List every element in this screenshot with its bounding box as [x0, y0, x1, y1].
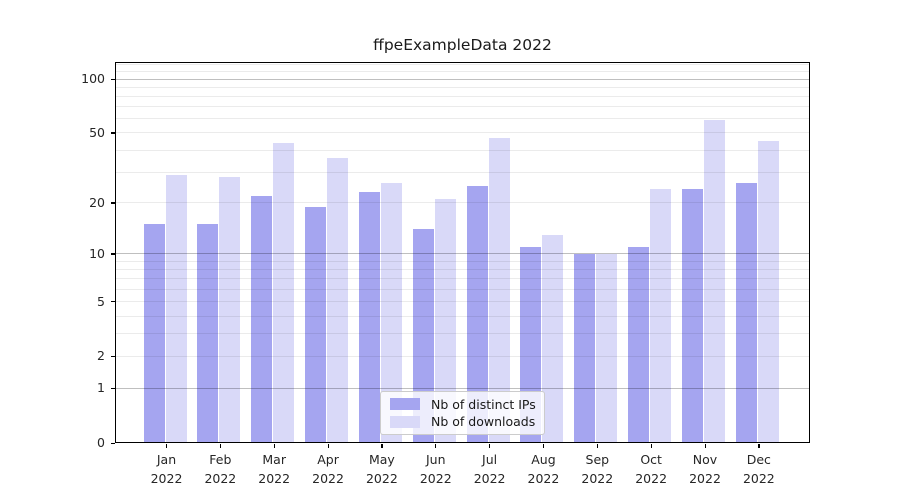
gridline-y-4 [115, 315, 810, 317]
bar-downloads-jul [488, 137, 510, 443]
bar-distinct-ips-nov [682, 189, 703, 443]
bar-distinct-ips-jul [466, 186, 488, 443]
bar-distinct-ips-may [358, 192, 380, 443]
gridline-y-120 [115, 64, 810, 66]
legend: Nb of distinct IPs Nb of downloads [380, 391, 545, 435]
bar-distinct-ips-apr [305, 206, 327, 443]
x-tick-label-sep: Sep 2022 [581, 452, 614, 486]
legend-swatch-downloads [390, 415, 420, 428]
gridline-y-70 [115, 106, 810, 108]
legend-label-distinct-ips: Nb of distinct IPs [431, 396, 536, 412]
gridline-y-1 [115, 387, 810, 389]
y-tick-label-5: 5 [97, 293, 105, 309]
bar-distinct-ips-jan [143, 224, 165, 443]
x-tick-label-feb: Feb 2022 [204, 452, 237, 486]
chart-title: ffpeExampleData 2022 [373, 36, 552, 54]
gridline-y-50 [115, 132, 810, 134]
bar-downloads-sep [596, 253, 618, 443]
gridline-y-90 [115, 86, 810, 88]
gridline-y-20 [115, 202, 810, 204]
x-tick-mark-jul [489, 444, 491, 448]
bar-downloads-jan [165, 174, 187, 443]
gridline-y-5 [115, 301, 810, 303]
gridline-y-3 [115, 333, 810, 335]
bar-distinct-ips-mar [251, 195, 273, 443]
x-tick-label-jul: Jul 2022 [473, 452, 506, 486]
gridline-y-10 [115, 253, 810, 255]
y-tick-label-0: 0 [97, 435, 105, 450]
bar-downloads-may [380, 183, 402, 443]
bar-distinct-ips-feb [197, 224, 219, 443]
x-tick-label-oct: Oct 2022 [635, 452, 668, 486]
x-tick-mark-apr [327, 444, 329, 448]
x-tick-mark-mar [273, 444, 275, 448]
x-tick-mark-dec [758, 444, 760, 448]
gridline-y-7 [115, 278, 810, 280]
bar-distinct-ips-jun [412, 229, 434, 443]
gridline-y-2 [115, 355, 810, 357]
bar-downloads-oct [650, 189, 672, 443]
y-tick-label-10: 10 [89, 245, 105, 261]
bar-distinct-ips-sep [574, 253, 596, 443]
bar-downloads-jun [434, 199, 456, 443]
x-tick-label-nov: Nov 2022 [689, 452, 721, 486]
x-tick-mark-feb [219, 444, 222, 448]
x-tick-mark-nov [704, 444, 706, 448]
gridline-y-100 [115, 78, 810, 80]
bar-downloads-aug [542, 234, 564, 443]
x-tick-label-apr: Apr 2022 [312, 452, 344, 486]
x-tick-label-jun: Jun 2022 [419, 452, 452, 486]
y-tick-label-100: 100 [81, 71, 105, 86]
bar-distinct-ips-dec [735, 183, 757, 443]
bar-downloads-feb [219, 177, 241, 443]
x-tick-label-mar: Mar 2022 [258, 452, 291, 486]
gridline-y-30 [115, 171, 810, 173]
legend-item-downloads: Nb of downloads [390, 414, 535, 429]
bar-downloads-apr [327, 158, 349, 443]
x-tick-mark-may [381, 444, 383, 448]
bar-distinct-ips-oct [628, 247, 650, 443]
gridline-y-80 [115, 95, 810, 97]
gridlines-layer [115, 62, 810, 443]
gridline-y-6 [115, 289, 810, 291]
legend-label-downloads: Nb of downloads [431, 414, 536, 430]
x-tick-label-may: May 2022 [365, 452, 398, 486]
y-tick-label-50: 50 [89, 124, 105, 140]
x-tick-mark-sep [596, 444, 598, 448]
gridline-y-110 [115, 71, 810, 73]
x-tick-mark-aug [542, 444, 545, 448]
plot-area [115, 62, 810, 443]
x-tick-mark-jan [166, 444, 168, 448]
bar-downloads-mar [273, 142, 295, 443]
bar-downloads-nov [704, 120, 725, 443]
x-tick-mark-oct [650, 444, 652, 448]
x-tick-label-aug: Aug 2022 [527, 452, 560, 486]
y-tick-label-20: 20 [89, 194, 105, 210]
gridline-y-8 [115, 269, 810, 271]
x-tick-mark-jun [435, 444, 437, 448]
gridline-y-60 [115, 118, 810, 120]
x-tick-label-jan: Jan 2022 [150, 452, 183, 486]
y-tick-label-2: 2 [97, 348, 105, 364]
y-tick-label-1: 1 [97, 380, 105, 396]
x-tick-label-dec: Dec 2022 [742, 452, 775, 486]
gridline-y-9 [115, 260, 810, 262]
legend-swatch-distinct-ips [390, 398, 420, 411]
gridline-y-40 [115, 149, 810, 151]
bar-downloads-dec [757, 141, 779, 443]
legend-item-distinct-ips: Nb of distinct IPs [390, 396, 536, 412]
